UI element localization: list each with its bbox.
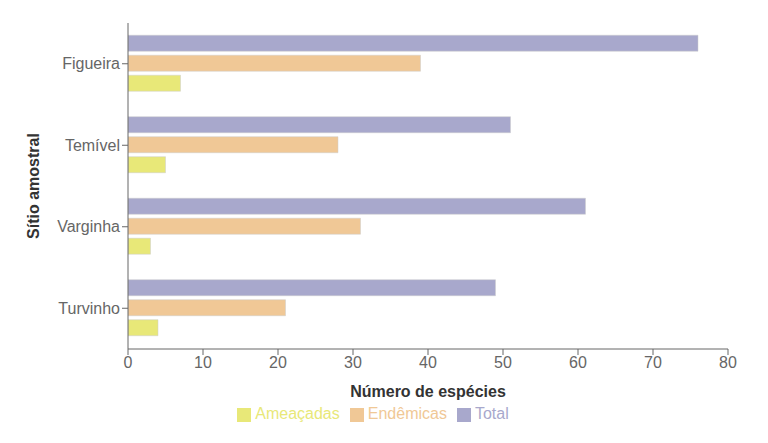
- svg-text:Varginha: Varginha: [57, 218, 120, 235]
- svg-text:80: 80: [719, 354, 737, 371]
- html-text:Ameaçadas: Ameaçadas: [255, 405, 340, 422]
- svg-text:Figueira: Figueira: [62, 55, 120, 72]
- svg-text:Sítio amostral: Sítio amostral: [25, 133, 42, 239]
- html-text:Endêmicas: Endêmicas: [367, 405, 447, 422]
- svg-text:60: 60: [569, 354, 587, 371]
- svg-text:50: 50: [494, 354, 512, 371]
- svg-text:0: 0: [124, 354, 133, 371]
- svg-text:Turvinho: Turvinho: [58, 300, 120, 317]
- svg-text:Número de espécies: Número de espécies: [350, 383, 506, 400]
- svg-text:20: 20: [269, 354, 287, 371]
- svg-text:30: 30: [344, 354, 362, 371]
- html-text:Total: Total: [474, 405, 509, 422]
- svg-text:10: 10: [194, 354, 212, 371]
- svg-text:40: 40: [419, 354, 437, 371]
- svg-text:70: 70: [644, 354, 662, 371]
- svg-text:Temível: Temível: [65, 137, 120, 154]
